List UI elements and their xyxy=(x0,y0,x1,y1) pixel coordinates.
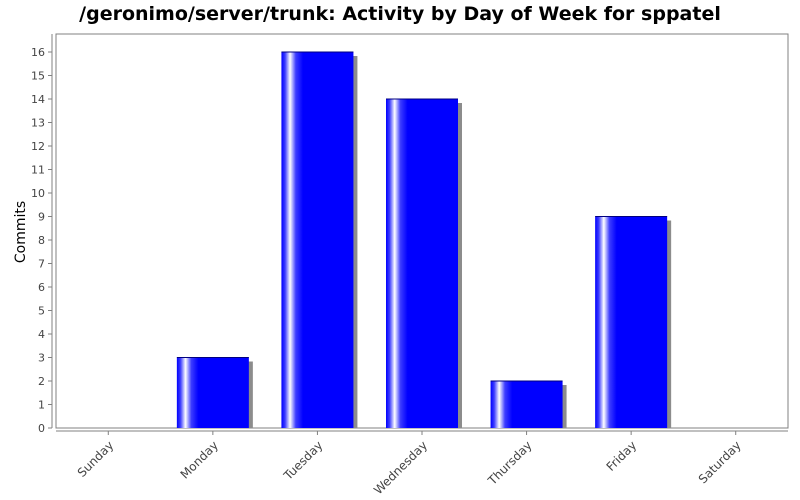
x-tick-label: Saturday xyxy=(696,438,744,486)
y-tick-label: 9 xyxy=(38,211,45,224)
y-tick-label: 14 xyxy=(31,93,45,106)
x-tick-label: Friday xyxy=(604,438,640,474)
y-tick-label: 16 xyxy=(31,46,45,59)
x-tick-label: Monday xyxy=(178,438,221,481)
y-axis-label: Commits xyxy=(13,201,29,263)
x-tick-label: Thursday xyxy=(485,438,535,488)
y-tick-label: 0 xyxy=(38,422,45,435)
y-tick-label: 10 xyxy=(31,187,45,200)
y-tick-label: 8 xyxy=(38,234,45,247)
chart-title: /geronimo/server/trunk: Activity by Day … xyxy=(79,3,721,25)
bar xyxy=(176,357,249,428)
y-tick-label: 13 xyxy=(31,117,45,130)
y-tick-label: 11 xyxy=(31,164,45,177)
bar xyxy=(595,216,668,428)
y-tick-label: 15 xyxy=(31,70,45,83)
bar xyxy=(490,381,563,428)
x-tick-label: Tuesday xyxy=(280,438,325,483)
y-tick-label: 5 xyxy=(38,305,45,318)
bar xyxy=(281,52,354,428)
y-tick-label: 7 xyxy=(38,258,45,271)
bar xyxy=(386,99,458,428)
y-tick-label: 4 xyxy=(38,328,45,341)
y-tick-label: 1 xyxy=(38,399,45,412)
y-tick-label: 6 xyxy=(38,281,45,294)
y-tick-label: 12 xyxy=(31,140,45,153)
y-tick-label: 3 xyxy=(38,352,45,365)
x-tick-label: Wednesday xyxy=(371,438,430,497)
y-tick-label: 2 xyxy=(38,375,45,388)
x-tick-label: Sunday xyxy=(75,438,117,480)
